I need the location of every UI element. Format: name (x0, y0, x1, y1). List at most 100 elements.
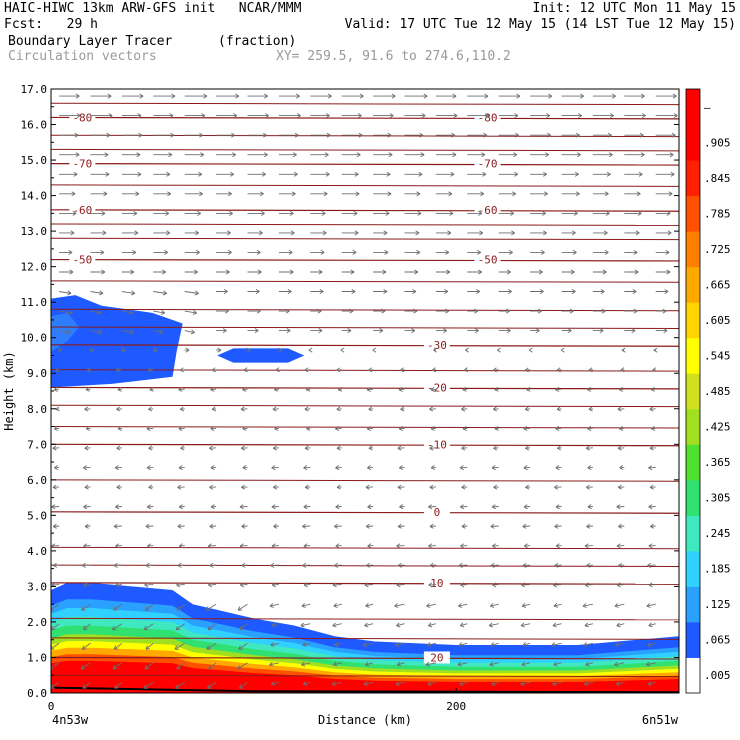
circulation-vector (365, 523, 374, 529)
circulation-vector (331, 681, 342, 687)
circulation-vector (341, 113, 362, 119)
colorbar-label: .245 (704, 527, 731, 540)
circulation-vector (397, 484, 405, 490)
circulation-vector (184, 210, 202, 216)
circulation-vector (239, 582, 248, 588)
circulation-vector (373, 308, 386, 314)
contour-label: 10 (430, 577, 443, 590)
circulation-vector (460, 543, 468, 549)
circulation-vector (341, 328, 352, 334)
circulation-vector (239, 623, 248, 631)
circulation-vector (52, 523, 60, 529)
circulation-vector (373, 249, 389, 255)
circulation-vector (617, 406, 625, 412)
y-tick-label: 0.0 (27, 687, 47, 700)
circulation-vector (82, 681, 91, 689)
circulation-vector (178, 426, 185, 432)
circulation-vector (498, 289, 512, 294)
circulation-vector (274, 425, 279, 431)
circulation-vector (624, 210, 642, 216)
circulation-vector (305, 386, 311, 392)
circulation-vector (435, 152, 457, 158)
circulation-vector (112, 603, 123, 611)
circulation-vector (655, 269, 671, 275)
circulation-vector (84, 406, 91, 412)
colorbar-label: .065 (704, 634, 731, 647)
circulation-vector (247, 289, 260, 294)
circulation-vector (52, 562, 60, 568)
circulation-vector (216, 132, 236, 138)
circulation-vector (404, 171, 423, 177)
circulation-vector (332, 582, 342, 588)
y-tick-label: 16.0 (21, 119, 48, 132)
circulation-vector (59, 191, 76, 197)
circulation-vector (461, 445, 468, 451)
temperature-contour (51, 617, 679, 621)
circulation-vector (398, 465, 405, 471)
contour-label: -60 (72, 204, 92, 217)
circulation-vector (404, 249, 421, 255)
circulation-vector (176, 603, 185, 611)
circulation-vector (372, 347, 377, 353)
temperature-contour (51, 308, 679, 312)
circulation-vector (433, 347, 438, 353)
circulation-vector (460, 582, 468, 588)
circulation-vector (498, 113, 519, 119)
circulation-vector (498, 191, 517, 197)
circulation-vector (467, 191, 485, 197)
circulation-vector (655, 191, 673, 197)
circulation-vector (649, 406, 656, 412)
header-valid-time: Valid: 17 UTC Tue 12 May 15 (14 LST Tue … (344, 17, 736, 32)
circulation-vector (59, 290, 72, 296)
circulation-vector (498, 328, 511, 334)
circulation-vector (530, 230, 547, 236)
circulation-vector (615, 681, 625, 686)
circulation-vector (435, 308, 450, 314)
temperature-contour (51, 116, 679, 120)
circulation-vector (616, 622, 625, 628)
x-axis-label: Distance (km) (318, 713, 412, 727)
circulation-vector (210, 426, 217, 432)
circulation-vector (617, 484, 625, 490)
circulation-vector (85, 425, 91, 431)
y-tick-label: 9.0 (27, 367, 47, 380)
circulation-vector (655, 230, 672, 236)
header-title: HAIC-HIWC 13km ARW-GFS init NCAR/MMM (4, 1, 302, 16)
circulation-vector (113, 642, 123, 650)
circulation-vector (552, 622, 562, 628)
circulation-vector (184, 310, 197, 316)
circulation-vector (592, 191, 609, 197)
contour-label-bg (423, 651, 450, 664)
y-axis-label: Height (km) (2, 351, 16, 430)
circulation-vector (368, 367, 374, 373)
circulation-vector (174, 642, 185, 650)
circulation-vector (400, 367, 405, 373)
contour-label-bg (474, 111, 501, 124)
circulation-vector (616, 504, 625, 510)
circulation-vector (365, 562, 374, 568)
circulation-vector (153, 249, 169, 255)
circulation-vector (153, 210, 170, 216)
contour-label-bg (69, 157, 96, 170)
circulation-vector (178, 543, 185, 549)
y-tick-label: 5.0 (27, 509, 47, 522)
circulation-vector (144, 582, 154, 588)
circulation-vector (90, 132, 111, 138)
circulation-vector (114, 681, 123, 689)
circulation-vector (341, 269, 355, 275)
circulation-vector (435, 289, 449, 294)
circulation-vector (620, 367, 625, 373)
circulation-vector (184, 113, 206, 119)
y-tick-label: 3.0 (27, 580, 47, 593)
circulation-vector (530, 93, 553, 99)
circulation-vector (90, 191, 108, 197)
temperature-contour (51, 237, 679, 241)
circulation-vector (90, 269, 106, 275)
circulation-vector (435, 191, 453, 197)
temperature-contour (51, 344, 679, 347)
temperature-contour (51, 511, 679, 514)
circulation-vector (59, 210, 77, 216)
x-start-location: 4n53w (52, 713, 89, 727)
circulation-vector (585, 661, 594, 667)
circulation-vector (555, 465, 562, 471)
